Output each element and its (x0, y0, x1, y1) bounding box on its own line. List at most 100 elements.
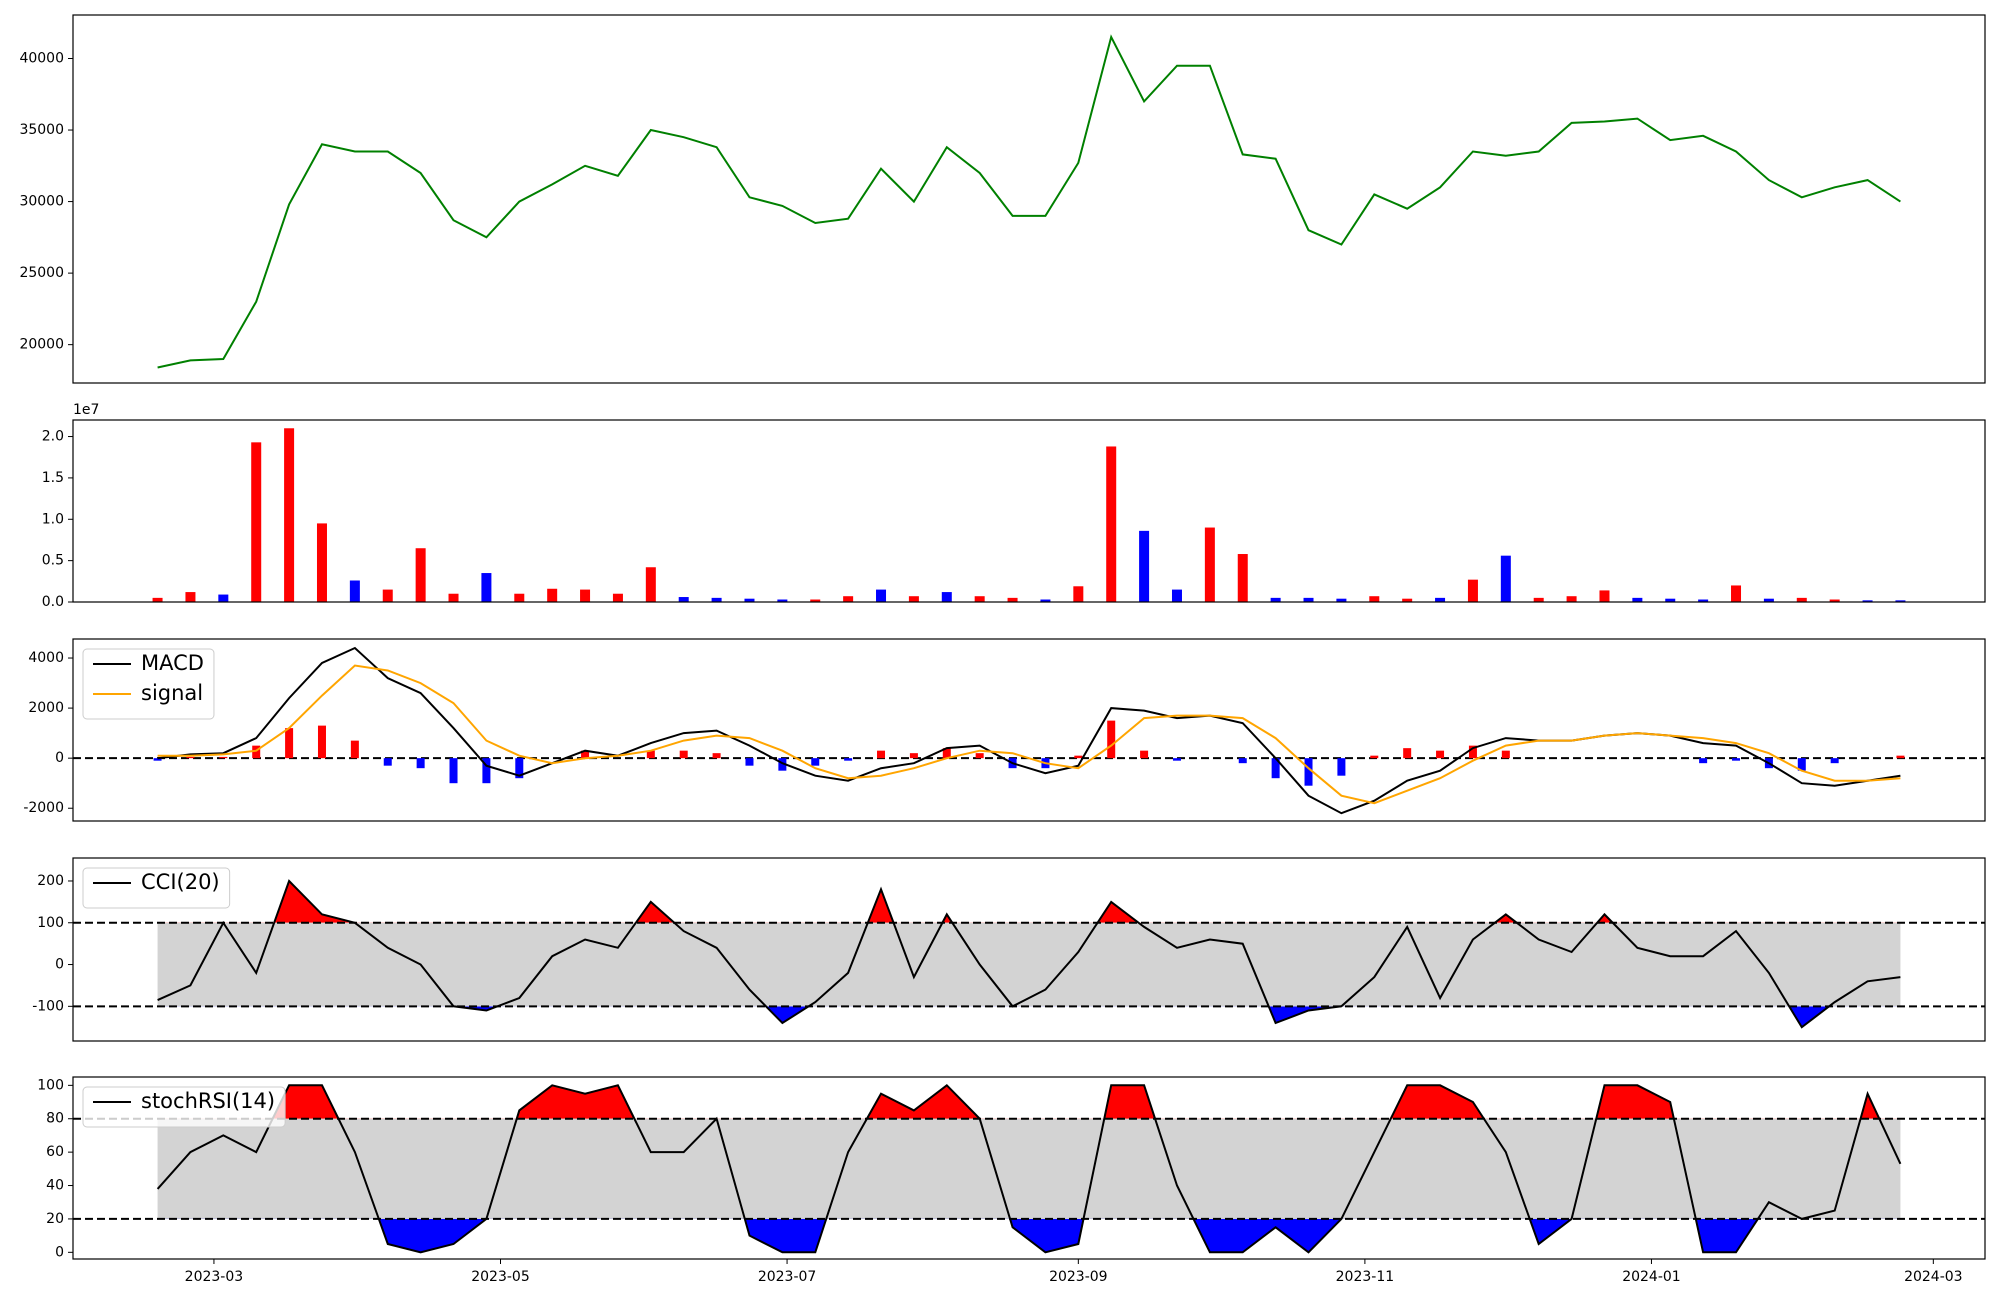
histogram-bar (745, 758, 754, 766)
histogram-bar (877, 750, 886, 759)
histogram-bar (1140, 750, 1149, 759)
volume-bar (711, 597, 722, 602)
y-tick-label: 40 (46, 1178, 64, 1194)
volume-bar (1270, 597, 1281, 602)
volume-bar (777, 599, 788, 602)
legend: stochRSI(14) (82, 1086, 286, 1128)
y-tick-label: 0.5 (42, 553, 64, 569)
histogram-bar (1501, 750, 1510, 759)
y-tick-label: 25000 (19, 265, 64, 281)
y-tick-label: 20000 (19, 337, 64, 353)
y-tick-label: 0 (55, 750, 64, 766)
volume-bar (580, 589, 591, 602)
histogram-bar (942, 748, 951, 759)
volume-bar (1106, 446, 1117, 602)
volume-bar (415, 548, 426, 602)
volume-bar (1237, 554, 1248, 602)
volume-bar (514, 593, 525, 602)
volume-bar (316, 523, 327, 602)
histogram-bar (252, 745, 261, 759)
extreme-fill (453, 1006, 1830, 1028)
legend: CCI(20) (82, 867, 231, 909)
histogram-bar (1797, 758, 1806, 771)
legend-box (82, 648, 215, 720)
volume-bar (1040, 599, 1051, 602)
histogram-bar (909, 753, 918, 759)
y-tick-label: 100 (37, 915, 64, 931)
histogram-bar (350, 740, 359, 759)
histogram-bar (285, 728, 294, 759)
histogram-bar (1238, 758, 1247, 764)
volume-bar (382, 589, 393, 602)
volume-bar (1467, 579, 1478, 602)
histogram-bar (449, 758, 458, 784)
legend-label: signal (141, 681, 203, 705)
y-tick-label: 4000 (28, 650, 64, 666)
x-tick-label: 2023-09 (1049, 1269, 1108, 1285)
histogram-bar (1830, 758, 1839, 764)
histogram-bar (1896, 755, 1905, 759)
volume-bar (1171, 589, 1182, 602)
histogram-bar (1074, 755, 1083, 759)
volume-bar (1829, 599, 1840, 602)
volume-bar (1369, 596, 1380, 602)
volume-bar (481, 573, 492, 602)
volume-bar (1862, 600, 1873, 602)
volume-bar (1533, 597, 1544, 602)
volume-bar (843, 596, 854, 602)
volume-bar (1336, 598, 1347, 602)
histogram-bar (1436, 750, 1445, 759)
volume-bar (251, 442, 262, 602)
volume-bar (1895, 600, 1906, 602)
y-tick-label: 30000 (19, 194, 64, 210)
neutral-band (157, 1118, 1901, 1219)
volume-bar (1073, 586, 1084, 602)
y-tick-label: 0.0 (42, 594, 64, 610)
histogram-bar (482, 758, 491, 784)
volume-bar (218, 594, 229, 602)
volume-bar (1599, 590, 1610, 602)
legend: MACD signal (82, 648, 215, 720)
y-tick-label: 1.5 (42, 470, 64, 486)
histogram-bar (1403, 748, 1412, 759)
legend-box (82, 1086, 286, 1128)
y-tick-label: 35000 (19, 122, 64, 138)
panel-frame (72, 419, 1986, 603)
x-tick-label: 2024-01 (1622, 1269, 1681, 1285)
histogram-bar (811, 758, 820, 766)
histogram-bar (1172, 758, 1181, 761)
histogram-bar (679, 750, 688, 759)
volume-bar (1435, 597, 1446, 602)
histogram-bar (1304, 758, 1313, 786)
histogram-bar (515, 758, 524, 779)
volume-bar (1139, 530, 1150, 602)
y-tick-label: 2000 (28, 700, 64, 716)
volume-bar (448, 593, 459, 602)
histogram-bar (975, 753, 984, 759)
histogram-bar (712, 753, 721, 759)
volume-bar (1303, 597, 1314, 602)
x-tick-label: 2023-07 (758, 1269, 817, 1285)
legend-label: CCI(20) (141, 870, 220, 894)
y-tick-label: 60 (46, 1144, 64, 1160)
indicator-line (156, 1083, 1902, 1254)
x-tick-label: 2023-03 (185, 1269, 244, 1285)
panel-frame (72, 857, 1986, 1042)
volume-bar (1500, 555, 1511, 602)
volume-bar (185, 592, 196, 602)
y-tick-label: 0 (55, 957, 64, 973)
volume-bar (612, 593, 623, 602)
extreme-fill (157, 881, 1901, 923)
volume-bar (908, 596, 919, 602)
volume-bar (744, 598, 755, 602)
histogram-bar (844, 758, 853, 761)
y-tick-label: 80 (46, 1111, 64, 1127)
indicator-line (157, 664, 1901, 805)
histogram-bar (1699, 758, 1708, 764)
indicator-line (157, 879, 1901, 1029)
volume-bar (974, 596, 985, 602)
volume-bar (547, 588, 558, 602)
histogram-bar (1337, 758, 1346, 776)
x-tick-label: 2023-05 (471, 1269, 530, 1285)
